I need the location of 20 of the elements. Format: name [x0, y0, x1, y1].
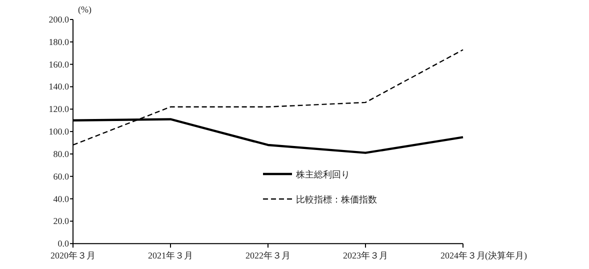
y-tick-label: 60.0: [53, 171, 70, 182]
x-tick-label: 2020年３月: [50, 250, 96, 261]
legend-label: 株主総利回り: [295, 170, 350, 180]
x-tick-label: 2021年３月: [148, 250, 193, 261]
y-axis-title: (%): [78, 4, 92, 14]
y-tick-label: 140.0: [48, 82, 70, 92]
x-tick-label: 2022年３月: [246, 250, 290, 261]
y-tick-label: 100.0: [48, 126, 70, 137]
y-tick-label: 180.0: [48, 36, 70, 47]
y-tick-label: 160.0: [48, 59, 70, 70]
y-tick-label: 200.0: [48, 14, 70, 24]
y-tick-label: 120.0: [48, 104, 70, 114]
x-tick-label: 2023年３月: [343, 250, 388, 261]
y-tick-label: 80.0: [53, 148, 70, 159]
y-tick-label: 20.0: [53, 216, 70, 226]
x-tick-label: 2024年３月: [440, 250, 486, 261]
y-tick-label: 40.0: [53, 194, 70, 204]
y-tick-label: 0.0: [58, 238, 70, 249]
x-axis-title: (決算年月): [485, 250, 527, 261]
legend-label: 比較指標：株価指数: [296, 194, 377, 204]
